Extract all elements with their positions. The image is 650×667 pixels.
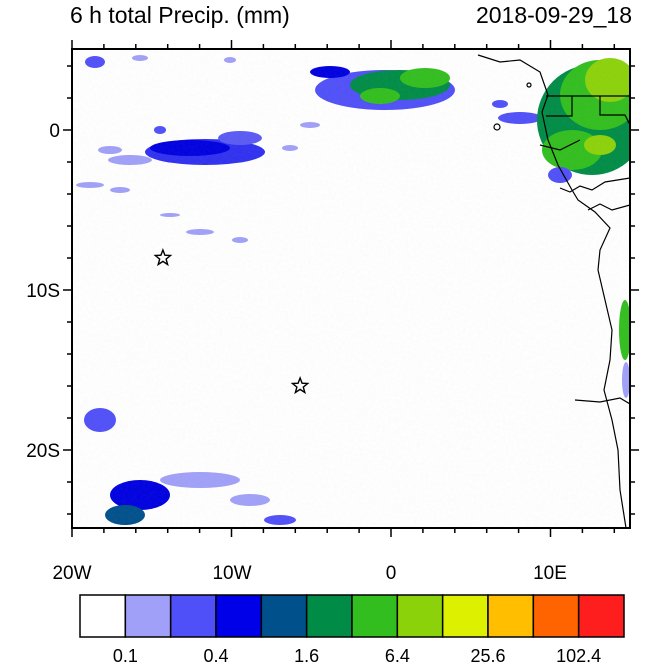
axis-ticks bbox=[63, 40, 639, 537]
colorbar-box bbox=[441, 594, 489, 638]
station-markers bbox=[153, 248, 310, 395]
colorbar-label: 6.4 bbox=[385, 646, 410, 666]
lon-label-10w: 10W bbox=[212, 563, 251, 584]
lat-label-10s: 10S bbox=[26, 281, 60, 302]
island-sao-tome bbox=[493, 123, 501, 131]
star-marker-2 bbox=[290, 376, 310, 395]
map-date: 2018-09-29_18 bbox=[475, 2, 632, 28]
colorbar-box bbox=[215, 594, 263, 638]
lon-label-0: 0 bbox=[386, 563, 397, 584]
borders bbox=[539, 95, 630, 405]
colorbar-box bbox=[351, 594, 399, 638]
coastline bbox=[477, 54, 627, 528]
colorbar-box bbox=[305, 594, 353, 638]
colorbar-label: 25.6 bbox=[470, 646, 505, 666]
star-marker-1 bbox=[153, 248, 173, 267]
colorbar-box bbox=[532, 594, 580, 638]
colorbar-box bbox=[396, 594, 444, 638]
map-border bbox=[71, 48, 631, 529]
colorbar-label: 0.1 bbox=[113, 646, 138, 666]
colorbar-label: 0.4 bbox=[203, 646, 228, 666]
colorbar-box bbox=[124, 594, 172, 638]
colorbar-box bbox=[79, 594, 127, 638]
colorbar-box bbox=[577, 594, 625, 638]
colorbar-labels: 0.1 0.4 1.6 6.4 25.6 102.4 bbox=[113, 646, 601, 666]
colorbar-box bbox=[260, 594, 308, 638]
lat-label-20s: 20S bbox=[26, 441, 60, 462]
colorbar-label: 1.6 bbox=[294, 646, 319, 666]
colorbar-label: 102.4 bbox=[556, 646, 601, 666]
lat-label-0: 0 bbox=[49, 121, 60, 142]
lon-label-20w: 20W bbox=[52, 563, 91, 584]
precip-field bbox=[72, 49, 630, 528]
colorbar-box bbox=[487, 594, 535, 638]
lon-label-10e: 10E bbox=[533, 563, 567, 584]
map-title: 6 h total Precip. (mm) bbox=[70, 2, 290, 28]
colorbar-box bbox=[169, 594, 217, 638]
island-bioko bbox=[526, 82, 532, 88]
colorbar bbox=[79, 594, 625, 638]
